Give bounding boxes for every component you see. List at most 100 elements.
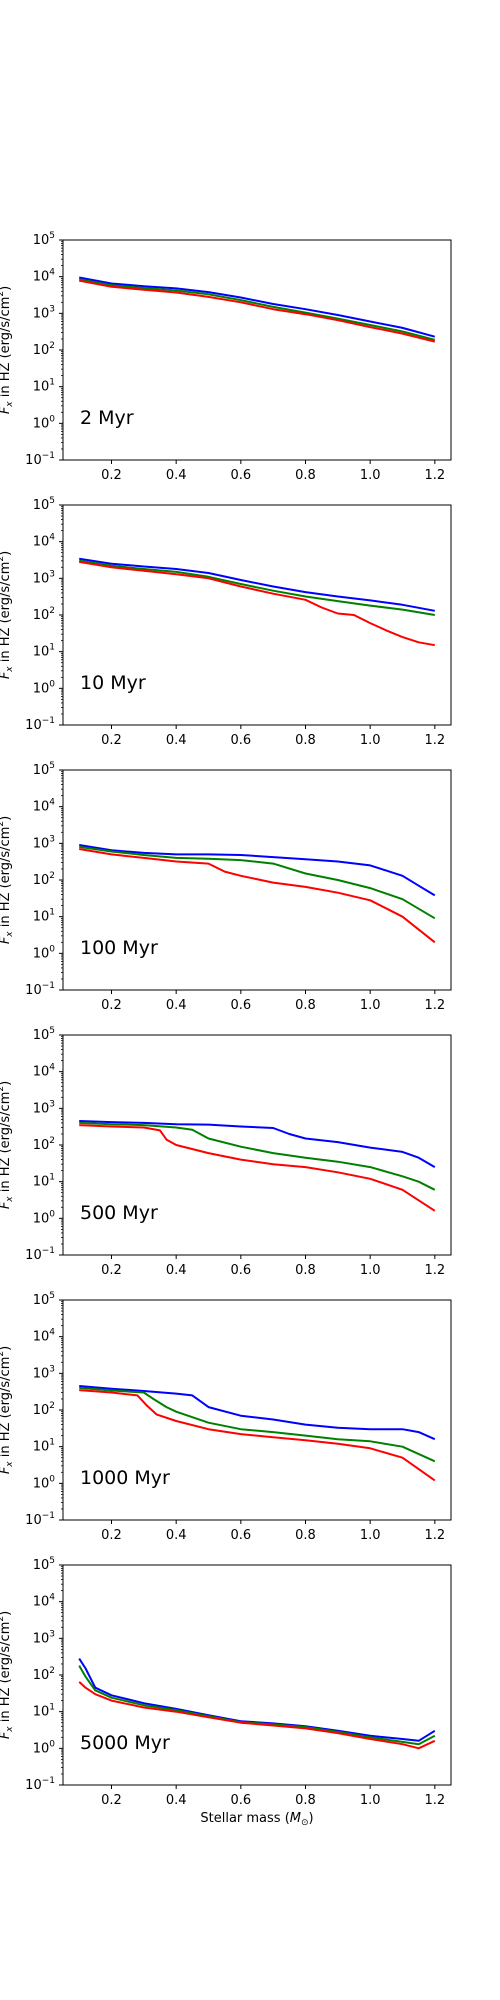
y-tick-label: 105 bbox=[33, 231, 55, 248]
series-line-1 bbox=[79, 1385, 436, 1441]
series-line-2 bbox=[79, 845, 436, 920]
series-line-3 bbox=[78, 1681, 436, 1750]
panel-2: 10−1 100 101 102 103 104 105 0.2 0.4 0.6 0.8 1.0 1.2… bbox=[0, 496, 452, 748]
x-tick-label: 1.2 bbox=[424, 1263, 445, 1278]
y-tick-label: 104 bbox=[33, 1593, 56, 1610]
y-tick-label: 100 bbox=[33, 414, 56, 431]
series-line-1 bbox=[78, 1658, 436, 1742]
y-tick-label: 102 bbox=[33, 341, 55, 358]
x-tick-label: 1.0 bbox=[360, 1528, 381, 1543]
y-tick-label: 100 bbox=[33, 679, 56, 696]
x-tick-label: 0.4 bbox=[166, 1263, 187, 1278]
series-line-2 bbox=[79, 1386, 436, 1463]
series-line-3 bbox=[79, 1389, 436, 1482]
panel-1: 10−1 100 101 102 103 104 105 0.2 0.4 0.6 0.8 1.0 1.2… bbox=[0, 231, 452, 483]
x-tick-label: 0.6 bbox=[230, 1528, 251, 1543]
x-tick-label: 0.4 bbox=[166, 733, 187, 748]
panel-age-label: 2 Myr bbox=[80, 407, 134, 429]
series-line-1 bbox=[79, 276, 436, 338]
y-tick-label: 10−1 bbox=[25, 1776, 55, 1793]
x-tick-label: 0.2 bbox=[101, 1263, 122, 1278]
y-axis-label: Fx in HZ (erg/s/cm2) bbox=[0, 1346, 15, 1474]
x-tick-label: 0.2 bbox=[101, 468, 122, 483]
series-line-2 bbox=[79, 278, 436, 341]
x-tick-label: 1.0 bbox=[360, 998, 381, 1013]
y-tick-label: 105 bbox=[33, 761, 55, 778]
x-tick-label: 0.2 bbox=[101, 733, 122, 748]
x-tick-label: 0.2 bbox=[101, 1528, 122, 1543]
y-tick-label: 100 bbox=[33, 944, 56, 961]
x-tick-label: 0.8 bbox=[295, 468, 316, 483]
y-tick-label: 10−1 bbox=[25, 1246, 55, 1263]
y-tick-label: 102 bbox=[33, 1666, 55, 1683]
x-tick-label: 0.8 bbox=[295, 1528, 316, 1543]
panel-age-label: 10 Myr bbox=[80, 672, 146, 694]
y-tick-label: 10−1 bbox=[25, 716, 55, 733]
y-axis-label: Fx in HZ (erg/s/cm2) bbox=[0, 1611, 15, 1739]
y-tick-label: 105 bbox=[33, 1291, 55, 1308]
y-tick-label: 100 bbox=[33, 1474, 56, 1491]
y-tick-label: 103 bbox=[33, 1364, 55, 1381]
y-tick-label: 103 bbox=[33, 304, 55, 321]
y-tick-label: 103 bbox=[33, 1629, 55, 1646]
y-tick-label: 103 bbox=[33, 569, 55, 586]
y-tick-label: 103 bbox=[33, 1099, 55, 1116]
panel-4: 10−1 100 101 102 103 104 105 0.2 0.4 0.6 0.8 1.0 1.2… bbox=[0, 1026, 452, 1278]
y-tick-label: 100 bbox=[33, 1739, 56, 1756]
x-tick-label: 0.8 bbox=[295, 733, 316, 748]
x-tick-label: 1.0 bbox=[360, 1793, 381, 1808]
y-tick-label: 102 bbox=[33, 1136, 55, 1153]
x-tick-label: 0.8 bbox=[295, 998, 316, 1013]
x-tick-label: 1.2 bbox=[424, 1793, 445, 1808]
panel-age-label: 1000 Myr bbox=[80, 1467, 170, 1489]
y-axis-label: Fx in HZ (erg/s/cm2) bbox=[0, 816, 15, 944]
x-tick-label: 0.2 bbox=[101, 1793, 122, 1808]
y-tick-label: 10−1 bbox=[25, 451, 55, 468]
series-line-3 bbox=[79, 848, 436, 944]
y-tick-label: 10−1 bbox=[25, 1511, 55, 1528]
y-tick-label: 101 bbox=[33, 1173, 55, 1190]
x-tick-label: 0.6 bbox=[230, 1793, 251, 1808]
x-tick-label: 1.0 bbox=[360, 733, 381, 748]
x-tick-label: 0.4 bbox=[166, 468, 187, 483]
y-tick-label: 101 bbox=[33, 1438, 55, 1455]
x-tick-label: 1.2 bbox=[424, 1528, 445, 1543]
y-tick-label: 101 bbox=[33, 643, 55, 660]
panel-5: 10−1 100 101 102 103 104 105 0.2 0.4 0.6 0.8 1.0 1.2… bbox=[0, 1291, 452, 1543]
y-tick-label: 104 bbox=[33, 1063, 56, 1080]
y-axis-label: Fx in HZ (erg/s/cm2) bbox=[0, 1081, 15, 1209]
y-tick-label: 104 bbox=[33, 533, 56, 550]
x-axis-label: Stellar mass (M⊙) bbox=[200, 1811, 313, 1828]
x-tick-label: 0.4 bbox=[166, 998, 187, 1013]
series-line-1 bbox=[79, 557, 435, 612]
x-tick-label: 0.2 bbox=[101, 998, 122, 1013]
x-tick-label: 0.6 bbox=[230, 1263, 251, 1278]
y-axis-label: Fx in HZ (erg/s/cm2) bbox=[0, 286, 15, 414]
y-tick-label: 101 bbox=[33, 908, 55, 925]
y-tick-label: 105 bbox=[33, 496, 55, 513]
y-tick-label: 102 bbox=[33, 1401, 55, 1418]
x-tick-label: 0.4 bbox=[166, 1528, 187, 1543]
x-tick-label: 0.8 bbox=[295, 1263, 316, 1278]
series-line-3 bbox=[79, 279, 436, 343]
x-tick-label: 0.6 bbox=[230, 468, 251, 483]
panel-age-label: 500 Myr bbox=[80, 1202, 158, 1224]
y-tick-label: 102 bbox=[33, 606, 55, 623]
y-tick-label: 103 bbox=[33, 834, 55, 851]
x-tick-label: 0.6 bbox=[230, 998, 251, 1013]
series-line-1 bbox=[79, 1120, 436, 1168]
x-tick-label: 1.2 bbox=[424, 998, 445, 1013]
y-tick-label: 105 bbox=[33, 1026, 55, 1043]
y-tick-label: 10−1 bbox=[25, 981, 55, 998]
series-line-1 bbox=[79, 844, 436, 897]
panel-3: 10−1 100 101 102 103 104 105 0.2 0.4 0.6 0.8 1.0 1.2… bbox=[0, 761, 452, 1013]
panel-age-label: 5000 Myr bbox=[80, 1732, 170, 1754]
y-tick-label: 104 bbox=[33, 798, 56, 815]
y-axis-label: Fx in HZ (erg/s/cm2) bbox=[0, 551, 15, 679]
x-tick-label: 0.8 bbox=[295, 1793, 316, 1808]
y-tick-label: 104 bbox=[33, 1328, 56, 1345]
series-line-3 bbox=[79, 1124, 436, 1212]
series-line-2 bbox=[79, 1121, 436, 1191]
x-tick-label: 1.2 bbox=[424, 468, 445, 483]
